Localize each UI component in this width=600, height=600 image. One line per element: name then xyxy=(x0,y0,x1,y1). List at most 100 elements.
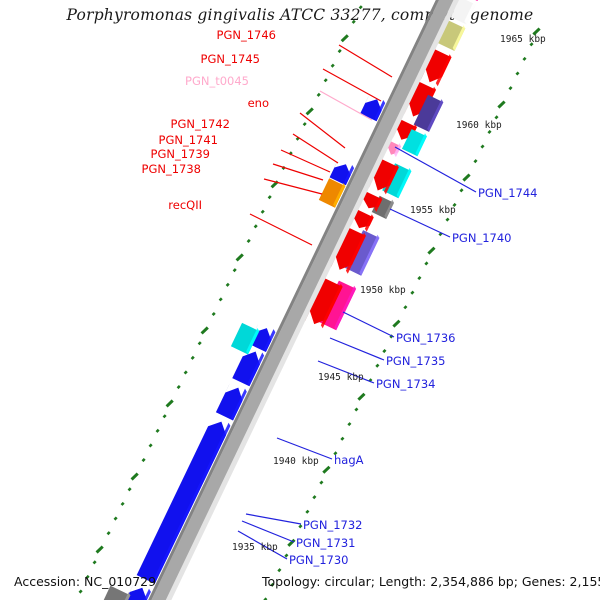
ruler-tick-minor xyxy=(260,209,265,214)
ruler-tick-major xyxy=(305,107,314,116)
ruler-tick-minor xyxy=(148,443,153,448)
ruler-tick-minor xyxy=(218,297,223,302)
gene-label-pgn_t0045[interactable]: PGN_t0045 xyxy=(185,74,249,88)
leader-line-pgn_1730 xyxy=(237,530,288,560)
gene-label-pgn_1735[interactable]: PGN_1735 xyxy=(386,354,446,368)
feature-purple xyxy=(412,94,444,132)
ruler-tick-minor xyxy=(225,282,230,287)
ruler-tick-minor xyxy=(298,524,303,529)
gene-label-haga[interactable]: hagA xyxy=(334,453,364,467)
ruler-label-1945-kbp: 1945 kbp xyxy=(318,372,364,383)
gene-label-pgn_1739[interactable]: PGN_1739 xyxy=(150,147,210,161)
leader-line-pgn_1738 xyxy=(263,178,323,195)
leader-line-pgn_1740 xyxy=(389,208,451,238)
ruler-tick-minor xyxy=(473,159,478,164)
feature-khaki xyxy=(437,20,466,51)
ruler-tick-minor xyxy=(113,516,118,521)
feature-lavender xyxy=(344,230,380,276)
gene-label-pgn_1732[interactable]: PGN_1732 xyxy=(303,518,363,532)
feature-red-recq xyxy=(304,278,343,329)
ruler-tick-minor xyxy=(351,19,356,24)
feature-blue-hagA xyxy=(135,417,231,584)
leader-line-group xyxy=(237,44,477,560)
ruler-tick-major xyxy=(340,34,349,43)
ruler-tick-minor xyxy=(330,63,335,68)
gene-label-pgn_1746[interactable]: PGN_1746 xyxy=(216,28,276,42)
ruler-tick-minor xyxy=(403,305,408,310)
ruler-tick-minor xyxy=(459,188,464,193)
gene-label-pgn_1740[interactable]: PGN_1740 xyxy=(452,231,512,245)
accession-text: Accession: NC_010729 xyxy=(14,574,157,589)
ruler-tick-minor xyxy=(445,217,450,222)
feature-red-1738 xyxy=(330,228,366,274)
feature-group xyxy=(103,0,478,600)
ruler-tick-minor xyxy=(375,363,380,368)
feature-red-eno xyxy=(368,159,399,195)
gene-label-pgn_1730[interactable]: PGN_1730 xyxy=(289,553,349,567)
ruler-tick-minor xyxy=(155,428,160,433)
ruler-tick-minor xyxy=(316,92,321,97)
leader-line-pgn_1736 xyxy=(342,311,395,338)
ruler-label-1960-kbp: 1960 kbp xyxy=(456,120,502,131)
ruler-tick-minor xyxy=(277,568,282,573)
ruler-tick-minor xyxy=(120,501,125,506)
leader-line-pgn_1735 xyxy=(329,337,385,361)
ruler-tick-minor xyxy=(78,589,83,594)
feature-cyan-1 xyxy=(401,129,427,157)
gene-label-pgn_1744[interactable]: PGN_1744 xyxy=(478,186,538,200)
ruler-tick-group xyxy=(78,5,541,600)
ruler-tick-minor xyxy=(382,349,387,354)
leader-line-eno xyxy=(299,112,346,149)
ruler-tick-minor xyxy=(211,311,216,317)
ruler-tick-minor xyxy=(323,78,328,83)
status-bar: Accession: NC_010729 Topology: circular;… xyxy=(0,574,600,594)
gene-label-pgn_1731[interactable]: PGN_1731 xyxy=(296,536,356,550)
ruler-tick-major xyxy=(322,465,331,474)
ruler-tick-minor xyxy=(354,407,359,412)
ruler-tick-minor xyxy=(85,574,90,579)
ruler-tick-major xyxy=(95,545,104,554)
feature-cyan-2 xyxy=(381,163,412,199)
genome-summary-text: Topology: circular; Length: 2,354,886 bp… xyxy=(262,574,600,589)
feature-blue-1732 xyxy=(125,583,151,600)
ruler-tick-major xyxy=(165,399,174,408)
ruler-tick-minor xyxy=(340,436,345,441)
feature-blue-1740a xyxy=(328,160,355,186)
ruler-tick-minor xyxy=(246,238,251,243)
feature-red-1746 xyxy=(420,49,452,87)
ruler-tick-minor xyxy=(263,597,268,600)
ruler-tick-minor xyxy=(522,56,527,61)
ruler-tick-minor xyxy=(452,202,457,207)
ruler-label-1965-kbp: 1965 kbp xyxy=(500,34,546,45)
gene-label-recqii[interactable]: recQII xyxy=(168,198,202,212)
ruler-tick-minor xyxy=(333,451,338,456)
gene-label-pgn_1742[interactable]: PGN_1742 xyxy=(170,117,230,131)
ruler-tick-minor xyxy=(162,414,167,419)
ruler-tick-major xyxy=(130,472,139,481)
ruler-tick-minor xyxy=(302,122,307,127)
ruler-tick-minor xyxy=(141,458,146,463)
ruler-tick-minor xyxy=(312,495,317,500)
ruler-label-1955-kbp: 1955 kbp xyxy=(410,205,456,216)
leader-line-pgn_1731 xyxy=(241,520,295,543)
ruler-tick-minor xyxy=(487,129,492,134)
ruler-tick-major xyxy=(392,319,401,328)
ruler-tick-minor xyxy=(494,115,499,120)
ruler-tick-major xyxy=(427,246,436,255)
ruler-label-1950-kbp: 1950 kbp xyxy=(360,285,406,296)
gene-label-pgn_1734[interactable]: PGN_1734 xyxy=(376,377,436,391)
ruler-tick-minor xyxy=(347,422,352,427)
feature-pink-trna xyxy=(385,141,402,158)
leader-line-pgn_1744 xyxy=(394,146,477,193)
feature-red-tiny xyxy=(360,192,383,212)
ruler-label-1940-kbp: 1940 kbp xyxy=(273,456,319,467)
leader-line-pgn_1742 xyxy=(292,133,339,164)
ruler-tick-minor xyxy=(127,487,132,492)
gene-label-pgn_1738[interactable]: PGN_1738 xyxy=(141,162,201,176)
ruler-label-1935-kbp: 1935 kbp xyxy=(232,542,278,553)
gene-label-pgn_1745[interactable]: PGN_1745 xyxy=(200,52,260,66)
gene-label-eno[interactable]: eno xyxy=(247,96,269,110)
gene-label-pgn_1741[interactable]: PGN_1741 xyxy=(158,133,218,147)
gene-label-pgn_1736[interactable]: PGN_1736 xyxy=(396,331,456,345)
